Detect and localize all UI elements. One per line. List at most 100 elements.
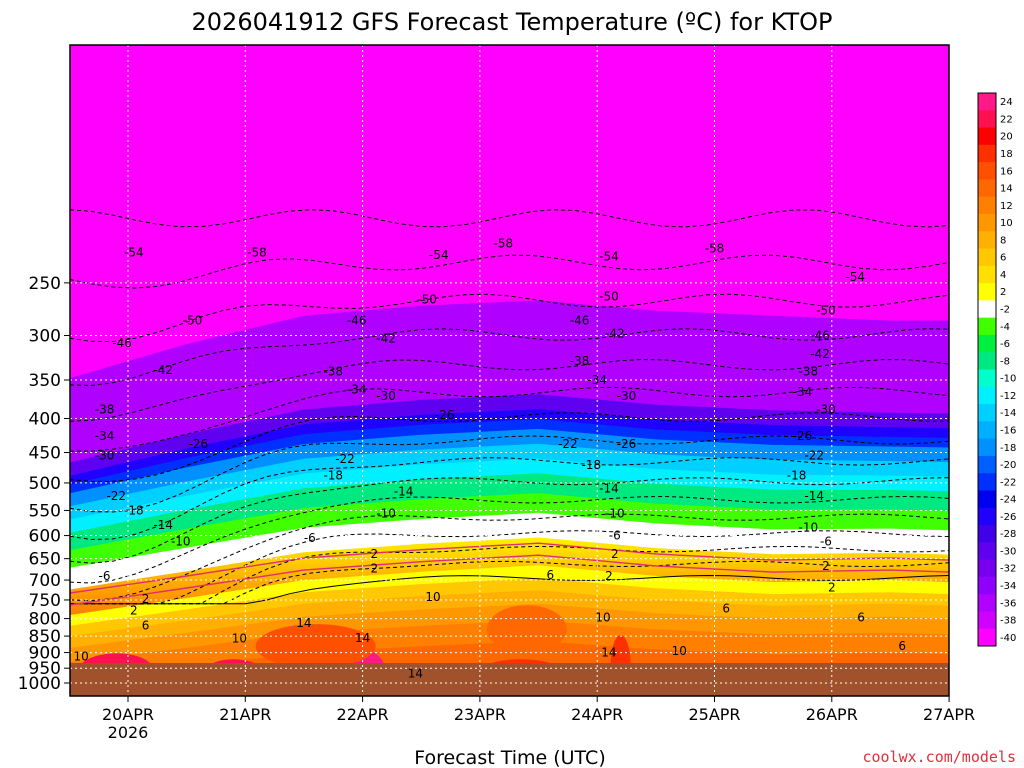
colorbar-label: -36 (1000, 598, 1016, 609)
colorbar-swatch (978, 196, 996, 215)
contour-label: -6 (820, 535, 832, 549)
isotherm-13 (70, 545, 949, 605)
contour-label: 2 (611, 547, 619, 561)
contour-label: -18 (323, 468, 343, 482)
isotherm-2 (70, 293, 949, 343)
contour-label: -34 (793, 385, 813, 399)
contour-label: -50 (816, 303, 836, 317)
warm-core-6 (486, 605, 567, 654)
colorbar-label: -32 (1000, 564, 1016, 575)
contour-label: -46 (347, 314, 367, 328)
x-tick-label: 26APR (806, 705, 858, 724)
contour-label: 10 (425, 590, 440, 604)
y-tick-label: 350 (29, 371, 61, 391)
colorbar-label: 18 (1000, 149, 1013, 160)
colorbar-swatch (978, 438, 996, 457)
y-tick-label: 550 (29, 501, 61, 521)
colorbar-swatch (978, 127, 996, 146)
contour-label: 2 (605, 569, 613, 583)
x-tick-label: 23APR (454, 705, 506, 724)
contour-label: 6 (857, 611, 865, 625)
colorbar-swatch (978, 93, 996, 111)
colorbar-label: 4 (1000, 270, 1006, 281)
colorbar-label: 8 (1000, 235, 1006, 246)
contour-label: 2 (130, 604, 138, 618)
colorbar-label: -2 (1000, 305, 1010, 316)
contour-label: -30 (816, 403, 836, 417)
contour-label: -26 (617, 437, 637, 451)
colorbar-swatch (978, 386, 996, 405)
colorbar-frame (977, 92, 997, 647)
colorbar-label: 2 (1000, 287, 1006, 298)
colorbar-swatch (978, 352, 996, 370)
contour-label: -46 (112, 336, 132, 350)
contour-label: -50 (599, 289, 619, 303)
colorbar-swatch (978, 507, 996, 526)
freezing-line-0 (70, 554, 949, 606)
contour-label: -10 (171, 535, 191, 549)
colorbar-label: -40 (1000, 633, 1016, 644)
y-tick-label: 950 (29, 659, 61, 679)
colorbar-swatch (978, 231, 996, 250)
contour-label: -42 (153, 363, 173, 377)
contour-label: -14 (599, 482, 619, 496)
contour-label: -58 (705, 242, 725, 256)
colorbar-swatch (978, 144, 996, 163)
contour-label: -34 (587, 373, 607, 387)
y-tick-label: 750 (29, 591, 61, 611)
contour-label: -22 (335, 452, 355, 466)
contour-label: 10 (672, 644, 687, 658)
colorbar-label: -8 (1000, 356, 1010, 367)
contour-label: 6 (722, 601, 730, 615)
contour-label: -18 (582, 458, 602, 472)
x-tick-label: 25APR (688, 705, 740, 724)
colorbar-label: -26 (1000, 512, 1016, 523)
x-tick-year: 2026 (108, 723, 149, 742)
contour-label: -6 (609, 529, 621, 543)
x-tick-label: 22APR (337, 705, 389, 724)
contour-label: 6 (142, 619, 150, 633)
contour-label: -50 (417, 293, 437, 307)
contour-label: -10 (799, 520, 819, 534)
colorbar-label: -20 (1000, 460, 1016, 471)
colorbar-swatch (978, 317, 996, 336)
contour-label: -14 (804, 489, 824, 503)
colorbar-label: 6 (1000, 253, 1006, 264)
contour-label: 6 (546, 568, 554, 582)
y-tick-label: 900 (29, 644, 61, 664)
contour-label: -14 (153, 518, 173, 532)
colorbar-swatch (978, 473, 996, 491)
colorbar-label: -34 (1000, 581, 1016, 592)
contour-label: -38 (95, 403, 115, 417)
colorbar-label: 16 (1000, 166, 1013, 177)
contour-label: -58 (494, 236, 514, 250)
y-tick-label: 250 (29, 274, 61, 294)
colorbar-label: -14 (1000, 408, 1016, 419)
colorbar-label: 22 (1000, 114, 1013, 125)
contour-label: -26 (189, 437, 209, 451)
colorbar-label: -24 (1000, 495, 1016, 506)
colorbar-swatch (978, 162, 996, 180)
contour-label: -50 (183, 314, 203, 328)
contour-label: -54 (845, 270, 865, 284)
isotherm-9 (70, 477, 949, 564)
colorbar-swatch (978, 611, 996, 630)
contour-label: 6 (898, 639, 906, 653)
contour-label: -26 (435, 408, 455, 422)
colorbar-label: 20 (1000, 132, 1013, 143)
contour-label: -58 (247, 245, 267, 259)
colorbar-label: -6 (1000, 339, 1010, 350)
isotherm-14 (70, 560, 949, 605)
colorbar-swatch (978, 248, 996, 267)
colorbar-swatch (978, 576, 996, 595)
contour-label: -30 (617, 389, 637, 403)
contour-label: 10 (232, 631, 247, 645)
colorbar-swatch (978, 404, 996, 422)
contour-label: -22 (558, 437, 578, 451)
colorbar-label: -16 (1000, 425, 1016, 436)
colorbar-label: -18 (1000, 443, 1016, 454)
colorbar-label: -22 (1000, 477, 1016, 488)
isotherm-5 (70, 386, 949, 452)
contour-label: 14 (408, 667, 423, 681)
contour-label: 10 (595, 611, 610, 625)
